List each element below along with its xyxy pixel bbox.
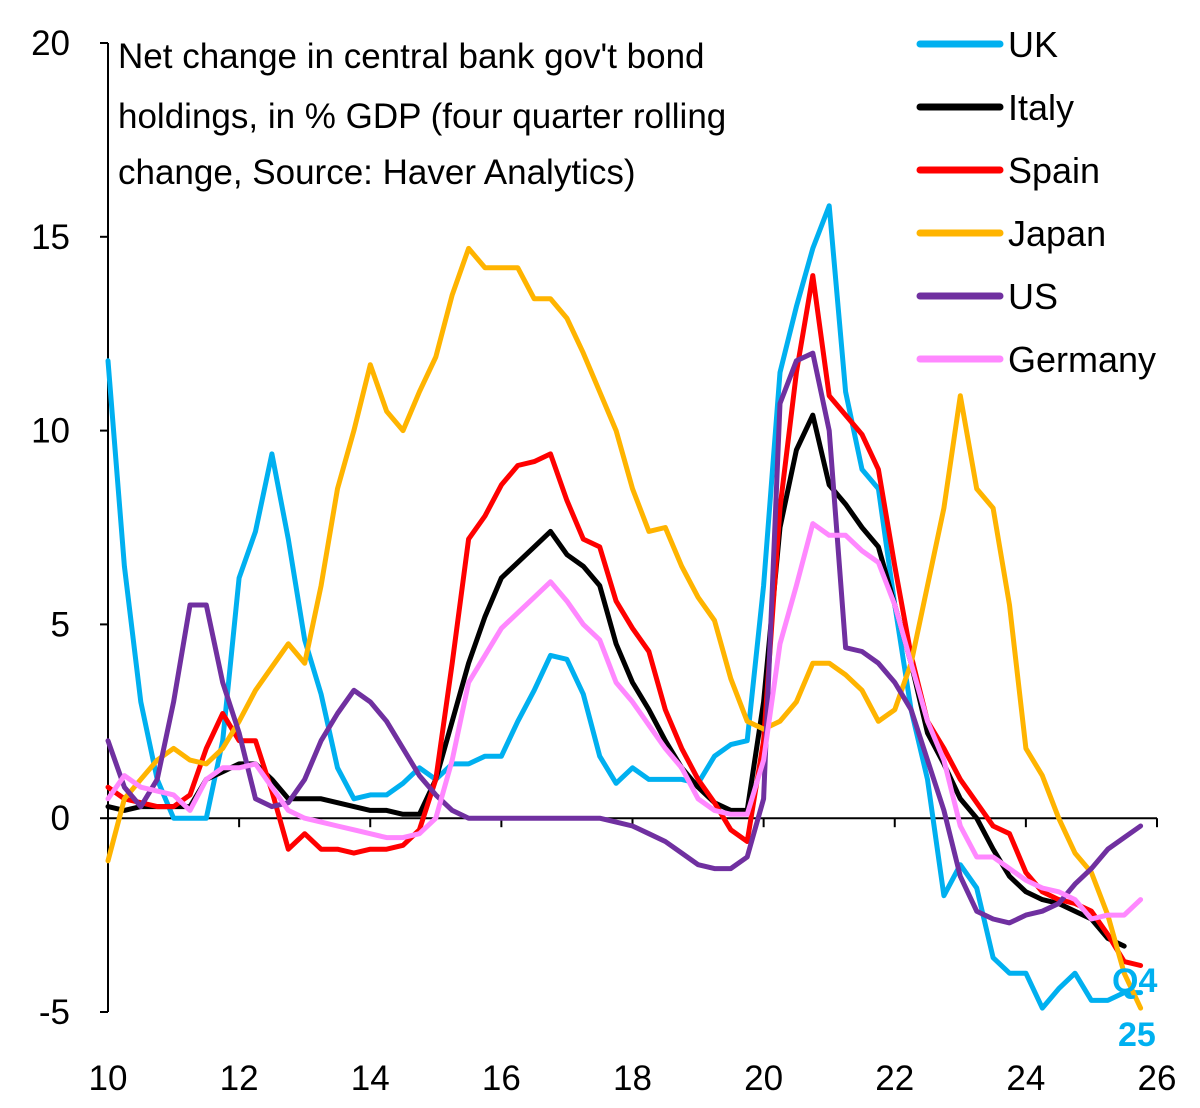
legend: UK Italy Spain Japan US Germany	[916, 24, 1156, 380]
x-tick-label: 24	[1006, 1059, 1045, 1098]
x-tick-label: 20	[744, 1059, 783, 1098]
y-tick-label: -5	[39, 993, 70, 1032]
legend-label-spain: Spain	[1008, 150, 1100, 191]
y-tick-label: 20	[31, 24, 70, 63]
legend-label-uk: UK	[1008, 24, 1058, 65]
x-tick-label: 18	[613, 1059, 652, 1098]
series-lines	[105, 203, 1144, 1011]
x-tick-label: 14	[351, 1059, 390, 1098]
y-axis-ticks: -5 0 5 10 15 20	[31, 24, 108, 1032]
chart-title-line-2: holdings, in % GDP (four quarter rolling	[118, 97, 726, 136]
legend-label-us: US	[1008, 276, 1058, 317]
series-line-spain	[105, 273, 1144, 968]
y-tick-label: 10	[31, 412, 70, 451]
y-tick-label: 0	[51, 799, 70, 838]
series-line-italy	[105, 412, 1127, 949]
legend-label-germany: Germany	[1008, 339, 1156, 380]
x-axis-ticks: 10 12 14 16 18 20 22 24 26	[89, 818, 1177, 1098]
x-tick-label: 16	[482, 1059, 521, 1098]
x-tick-label: 10	[89, 1059, 128, 1098]
series-line-uk	[105, 203, 1144, 1011]
legend-label-japan: Japan	[1008, 213, 1106, 254]
annotation-year: 25	[1118, 1016, 1156, 1054]
legend-label-italy: Italy	[1008, 87, 1074, 128]
chart-title-line-1: Net change in central bank gov't bond	[118, 37, 705, 76]
chart-title: Net change in central bank gov't bond ho…	[118, 37, 726, 192]
y-tick-label: 15	[31, 218, 70, 257]
series-line-germany	[105, 521, 1144, 922]
latest-quarter-annotation: Q4 25	[1112, 962, 1157, 1054]
x-tick-label: 22	[875, 1059, 914, 1098]
annotation-quarter: Q4	[1112, 962, 1157, 1000]
series-line-japan	[105, 245, 1144, 1011]
x-tick-label: 12	[220, 1059, 259, 1098]
y-tick-label: 5	[51, 605, 70, 644]
series-line-us	[105, 350, 1144, 926]
chart-title-line-3: change, Source: Haver Analytics)	[118, 153, 635, 192]
x-tick-label: 26	[1138, 1059, 1177, 1098]
